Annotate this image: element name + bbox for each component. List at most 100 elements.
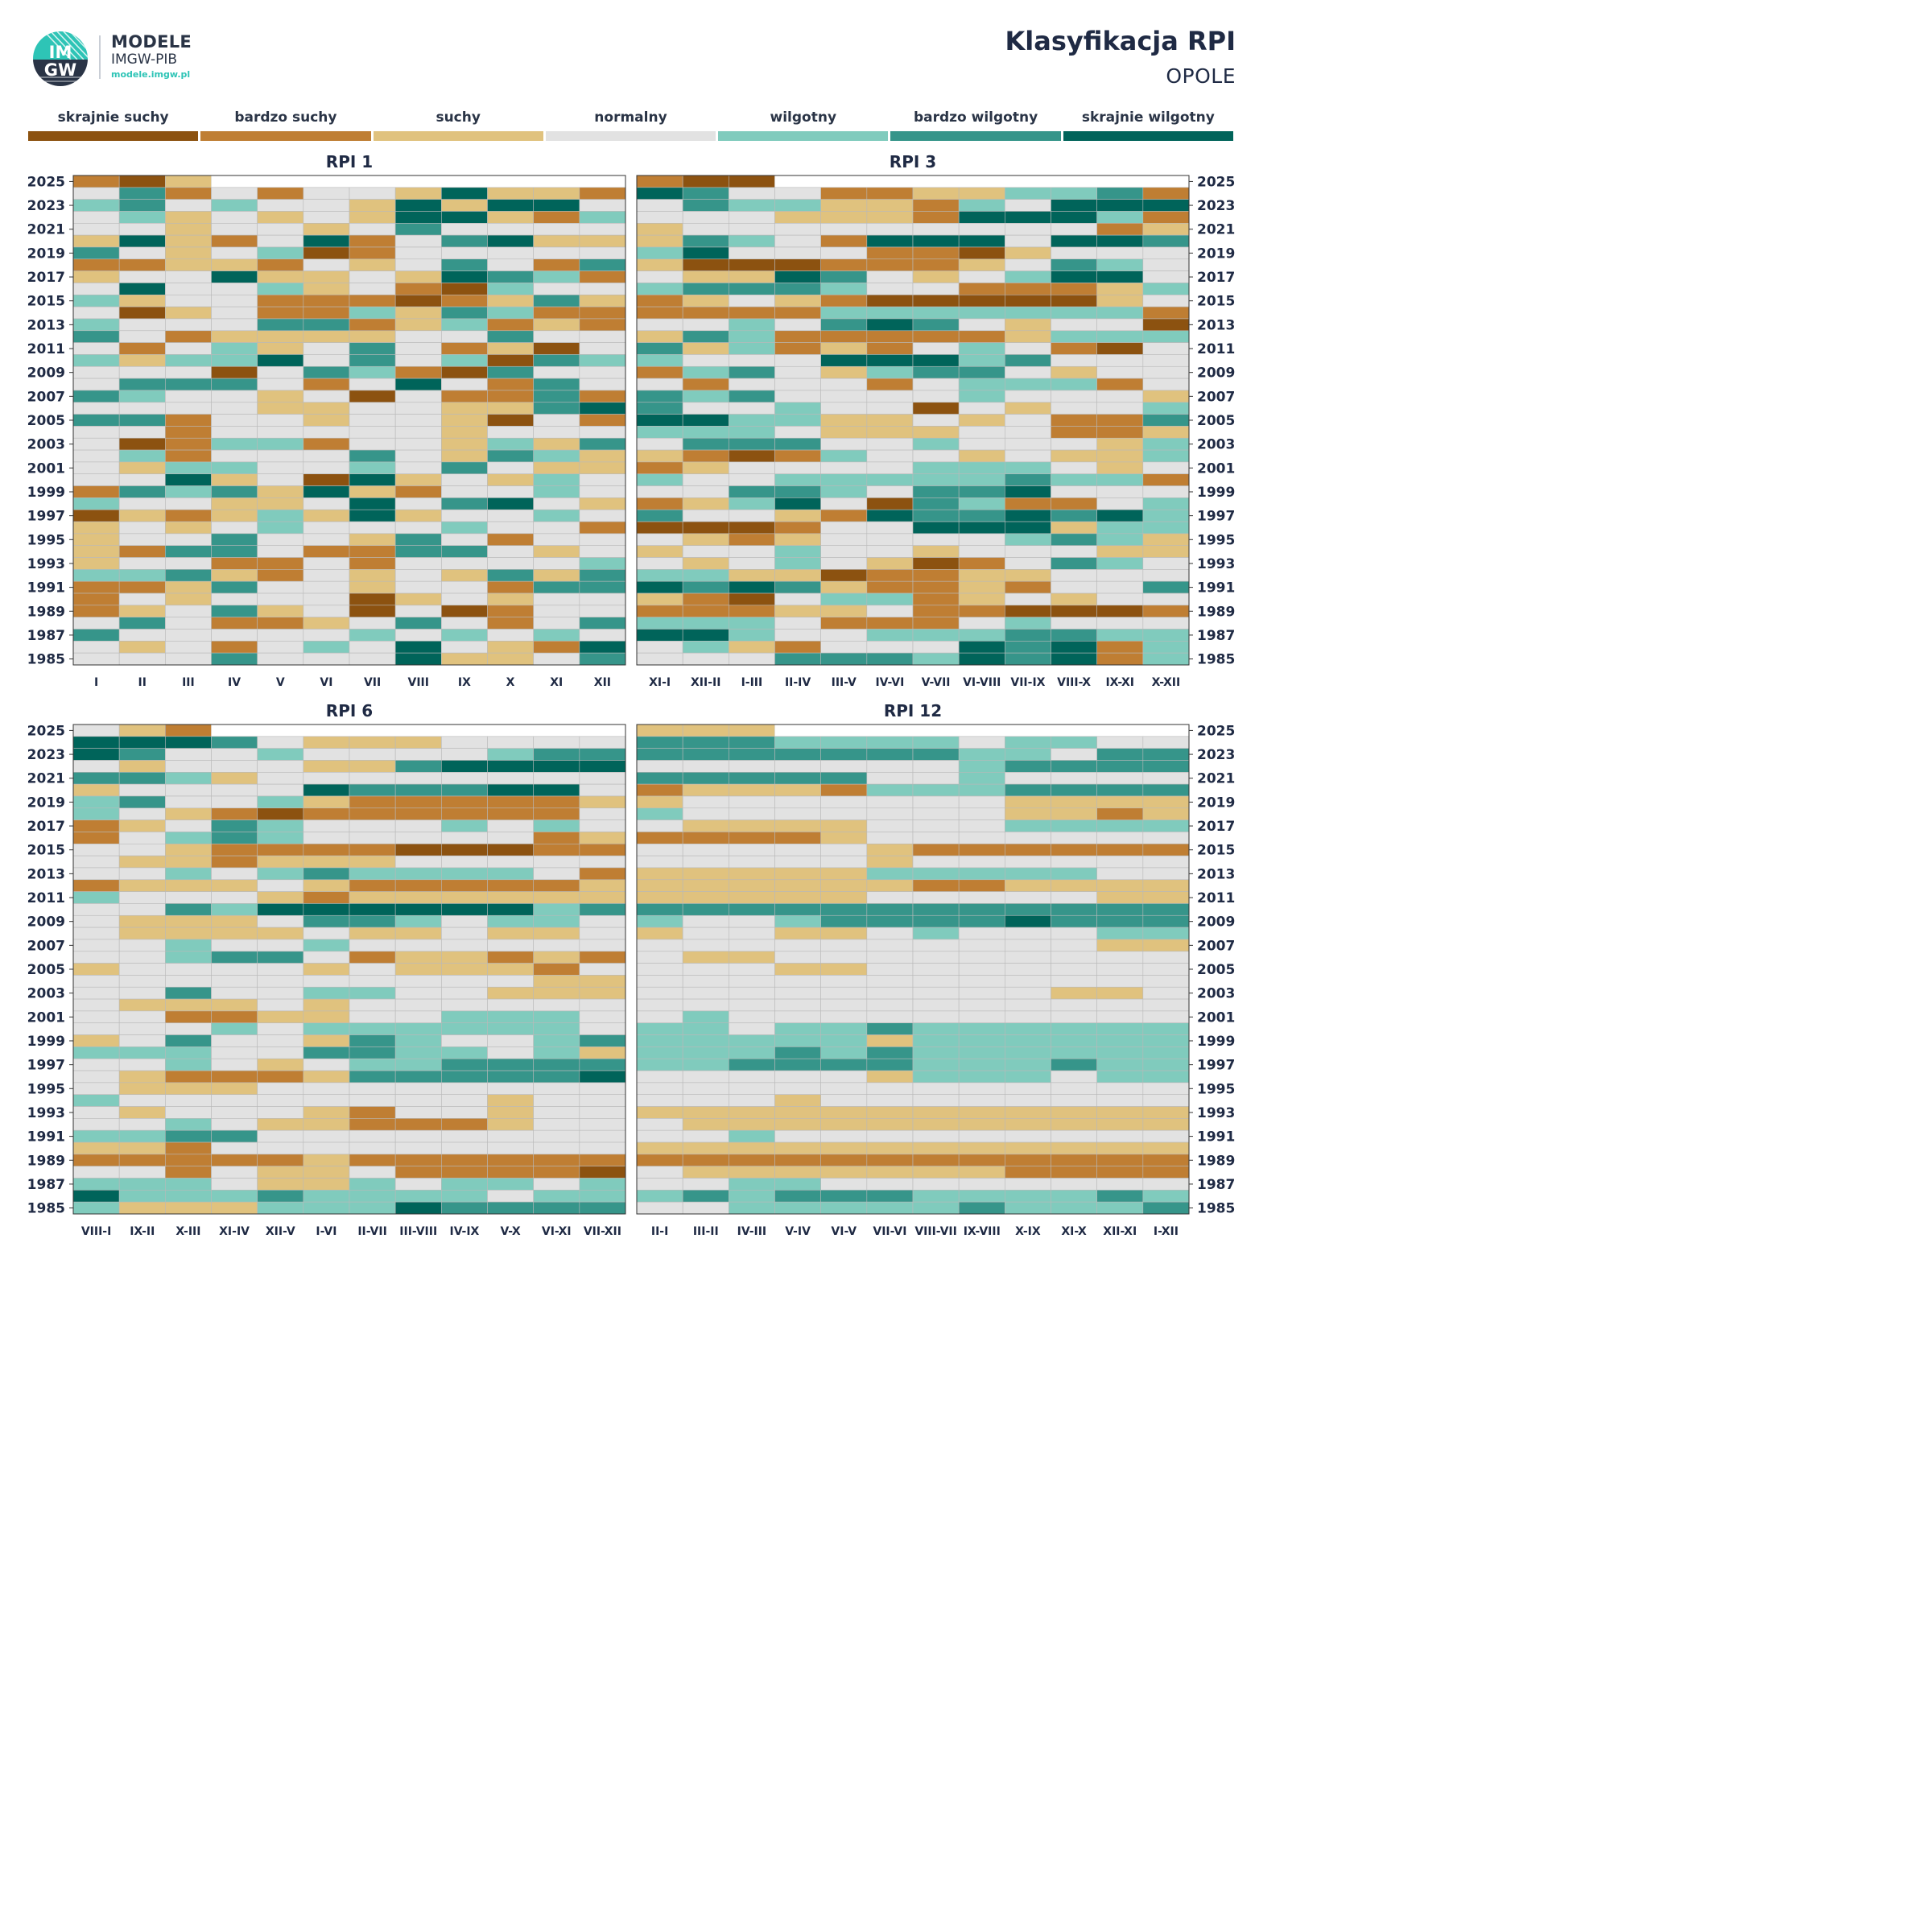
heatmap-cell xyxy=(165,223,212,236)
heatmap-cell xyxy=(349,1190,396,1203)
heatmap-cell xyxy=(349,1058,396,1071)
heatmap-cell xyxy=(682,342,729,355)
heatmap-cell xyxy=(820,760,868,773)
heatmap-cell xyxy=(682,461,729,475)
heatmap-cell xyxy=(820,461,868,475)
heatmap-cell xyxy=(72,342,120,355)
heatmap-cell xyxy=(729,736,775,749)
heatmap-cell xyxy=(958,402,1005,415)
heatmap-cell xyxy=(118,748,166,761)
heatmap-cell xyxy=(1005,426,1051,439)
heatmap-cell xyxy=(303,246,350,260)
y-tick-label: 1991 xyxy=(1197,1129,1235,1146)
heatmap-cell xyxy=(533,199,580,212)
heatmap-cell xyxy=(118,1166,166,1179)
heatmap-cell xyxy=(729,449,775,463)
heatmap-cell xyxy=(72,426,120,439)
heatmap-cell xyxy=(636,211,683,224)
heatmap-cell xyxy=(1051,795,1097,809)
heatmap-cell xyxy=(257,390,304,403)
heatmap-cell xyxy=(1142,760,1190,773)
heatmap-cell xyxy=(303,843,350,857)
heatmap-cell xyxy=(118,891,166,904)
heatmap-cell xyxy=(211,867,258,881)
heatmap-cell xyxy=(1051,1154,1097,1166)
heatmap-cell xyxy=(72,975,120,988)
heatmap-cell xyxy=(257,795,304,809)
heatmap-cell xyxy=(820,1022,868,1035)
heatmap-cell xyxy=(533,760,580,773)
heatmap-cell xyxy=(394,998,442,1012)
heatmap-cell xyxy=(72,390,120,403)
heatmap-cell xyxy=(729,211,775,224)
heatmap-cell xyxy=(72,497,120,510)
heatmap-cell xyxy=(1096,795,1144,809)
heatmap-cell xyxy=(118,569,166,582)
heatmap-cell xyxy=(866,461,914,475)
heatmap-cell xyxy=(912,1034,960,1047)
heatmap-cell xyxy=(912,354,960,367)
heatmap-cell xyxy=(533,461,580,475)
heatmap-cell xyxy=(1051,246,1097,260)
heatmap-cell xyxy=(579,760,626,773)
heatmap-cell xyxy=(118,998,166,1012)
heatmap-cell xyxy=(1005,843,1051,857)
heatmap-cell xyxy=(211,473,258,486)
heatmap-cell xyxy=(257,1010,304,1024)
heatmap-cell xyxy=(303,545,350,558)
x-tick-label: XII-V xyxy=(266,1225,295,1238)
heatmap-cell xyxy=(303,330,350,343)
heatmap-cell xyxy=(118,855,166,869)
heatmap-cell xyxy=(958,951,1005,964)
y-tick-label: 1989 xyxy=(27,604,65,620)
heatmap-cell xyxy=(394,783,442,797)
heatmap-cell xyxy=(1051,641,1097,654)
heatmap-cell xyxy=(958,1201,1005,1215)
y-tick-label: 2009 xyxy=(27,914,65,931)
heatmap-cell xyxy=(72,1034,120,1047)
heatmap-cell xyxy=(118,986,166,1000)
heatmap-cell xyxy=(394,951,442,964)
heatmap-cell xyxy=(1005,1201,1051,1215)
heatmap-cell xyxy=(820,497,868,510)
heatmap-cell xyxy=(72,1058,120,1071)
heatmap-cell xyxy=(729,545,775,558)
heatmap-cell xyxy=(487,843,534,857)
heatmap-cell xyxy=(303,318,350,332)
heatmap-cell xyxy=(579,903,626,916)
heatmap-cell xyxy=(729,652,775,666)
heatmap-cell xyxy=(1005,951,1051,964)
heatmap-cell xyxy=(394,569,442,582)
heatmap-cell xyxy=(958,509,1005,522)
heatmap-cell xyxy=(533,617,580,630)
heatmap-cell xyxy=(72,652,120,666)
heatmap-cell xyxy=(211,1070,258,1084)
heatmap-cell xyxy=(211,986,258,1000)
heatmap-cell xyxy=(729,1034,775,1047)
heatmap-cell xyxy=(533,736,580,749)
heatmap-cell xyxy=(866,365,914,379)
heatmap-cell xyxy=(487,1178,534,1191)
y-tick-label: 1999 xyxy=(1197,485,1235,501)
heatmap-cell xyxy=(579,1094,626,1107)
heatmap-cell xyxy=(303,1046,350,1059)
heatmap-cell xyxy=(958,580,1005,594)
imgw-logo-icon[interactable]: IM GW xyxy=(32,31,89,87)
heatmap-cell xyxy=(729,998,775,1012)
heatmap-cell xyxy=(912,819,960,832)
x-tick-label: IV-IX xyxy=(449,1225,479,1238)
heatmap-cell xyxy=(866,748,914,761)
y-tick-label: 1991 xyxy=(27,1129,65,1146)
heatmap-cell xyxy=(211,449,258,463)
heatmap-cell xyxy=(441,1154,488,1166)
heatmap-cell xyxy=(118,246,166,260)
heatmap-cell xyxy=(349,807,396,820)
heatmap-cell xyxy=(912,390,960,403)
heatmap-cell xyxy=(866,772,914,785)
heatmap-cell xyxy=(1096,258,1144,271)
heatmap-cell xyxy=(820,199,868,212)
heatmap-cell xyxy=(579,1058,626,1071)
brand-url-link[interactable]: modele.imgw.pl xyxy=(111,69,191,80)
heatmap-cell xyxy=(165,473,212,486)
heatmap-cell xyxy=(1005,294,1051,308)
